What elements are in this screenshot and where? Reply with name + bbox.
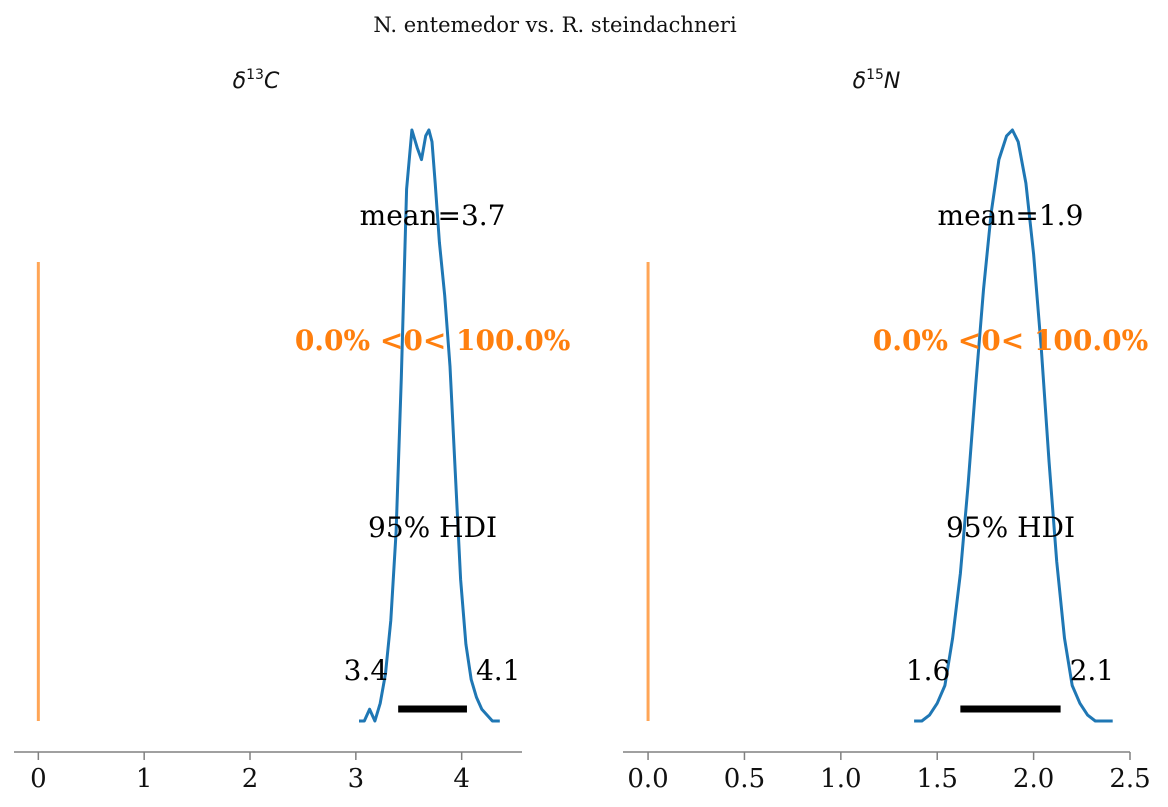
x-tick-label: 3 xyxy=(348,764,365,794)
hdi-low-label: 1.6 xyxy=(906,654,951,687)
hdi-label: 95% HDI xyxy=(368,511,497,544)
figure-title: N. entemedor vs. R. steindachneri xyxy=(373,13,737,37)
mean-label: mean=1.9 xyxy=(938,199,1084,232)
x-tick-label: 4 xyxy=(453,764,470,794)
x-tick-label: 2.5 xyxy=(1109,764,1150,794)
panel-d15n: δ15N 0.0 0.5 1.0 1.5 2.0 2.5 mean=1.9 0.0% <0< 1… xyxy=(623,67,1151,794)
reference-label: 0.0% <0< 100.0% xyxy=(295,324,571,357)
x-tick-label: 1.5 xyxy=(917,764,958,794)
hdi-label: 95% HDI xyxy=(946,511,1075,544)
mean-label: mean=3.7 xyxy=(360,199,506,232)
panel-d13c: δ13C 0 1 2 3 4 mean=3.7 0.0% <0< 100.0% 95% HDI 3… xyxy=(14,67,570,794)
x-tick-label: 1 xyxy=(136,764,153,794)
reference-label: 0.0% <0< 100.0% xyxy=(873,324,1149,357)
panel-title: δ13C xyxy=(233,67,280,94)
x-tick-label: 2.0 xyxy=(1013,764,1054,794)
hdi-low-label: 3.4 xyxy=(344,654,389,687)
x-tick-label: 0 xyxy=(30,764,47,794)
x-tick-label: 0.5 xyxy=(724,764,765,794)
x-tick-label: 2 xyxy=(242,764,259,794)
hdi-high-label: 4.1 xyxy=(476,654,521,687)
panel-title: δ15N xyxy=(853,67,901,94)
hdi-high-label: 2.1 xyxy=(1070,654,1115,687)
x-tick-label: 0.0 xyxy=(627,764,668,794)
density-curve xyxy=(914,128,1113,723)
x-tick-label: 1.0 xyxy=(820,764,861,794)
density-curve xyxy=(359,128,500,723)
